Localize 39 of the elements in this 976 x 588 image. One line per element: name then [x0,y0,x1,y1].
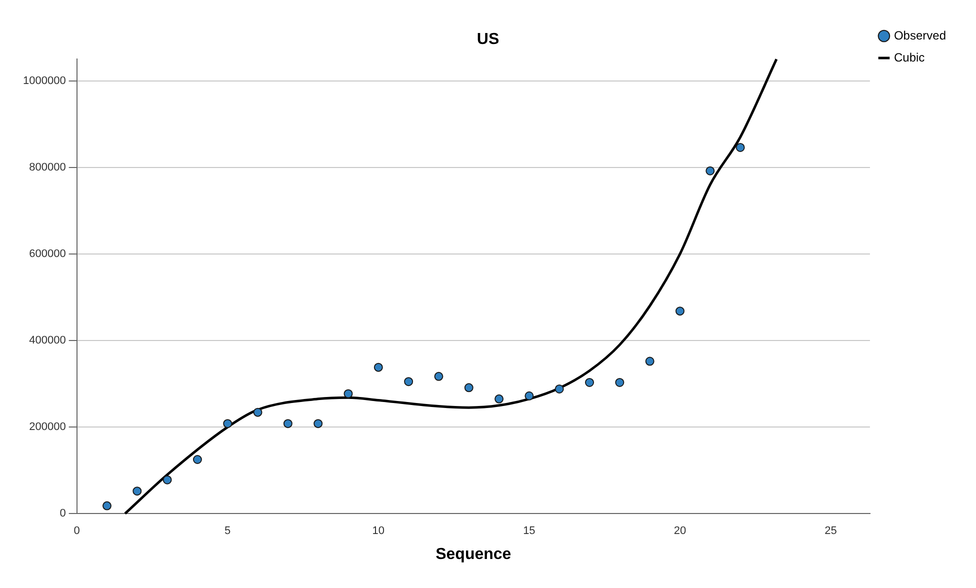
point [706,166,715,176]
point [253,408,262,417]
point [615,378,624,387]
x-tick-label: 20 [674,525,686,538]
x-axis-title: Sequence [436,546,512,563]
point [494,394,504,404]
point [132,486,142,496]
y-tick-label: 200000 [29,421,66,434]
y-tick-label: 0 [60,508,66,520]
point [554,384,564,394]
x-tick-label: 25 [824,525,837,538]
point [344,389,353,398]
x-tick-label: 10 [372,525,385,538]
x-tick-label: 15 [523,525,536,538]
x-tick-label: 0 [74,525,80,538]
point [404,377,414,386]
y-tick-label: 400000 [29,334,66,347]
x-tick-label: 5 [224,525,231,538]
y-tick-label: 1000000 [22,74,66,87]
point [314,419,323,428]
point [675,306,684,316]
point [102,501,112,510]
point [223,419,232,428]
point [374,362,383,372]
line-series [124,58,778,515]
legend-label: Cubic [894,50,925,64]
point [434,372,444,381]
point [192,455,202,464]
point [162,475,172,484]
point [464,383,474,392]
y-tick-label: 600000 [29,248,66,260]
point [524,391,534,400]
chart-title: US [476,31,500,48]
point [645,356,654,366]
point [736,142,745,152]
y-tick-label: 800000 [29,161,66,174]
point [283,419,292,428]
point [585,378,594,387]
legend-label: Observed [894,28,946,42]
